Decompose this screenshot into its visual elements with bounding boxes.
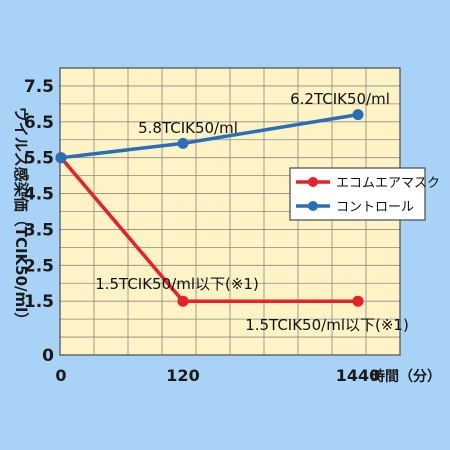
legend-swatch-marker — [308, 201, 318, 211]
legend-label: エコムエアマスク — [336, 176, 440, 191]
y-axis-label: ウイルス感染価（TCIK50/ml） — [12, 107, 30, 328]
y-tick-label: 4.5 — [24, 185, 54, 205]
data-point — [352, 295, 364, 307]
data-label: 1.5TCIK50/ml以下(※1) — [95, 275, 259, 293]
x-tick-label: 1440 — [336, 366, 381, 385]
y-tick-label: 0 — [42, 346, 54, 366]
data-label: 6.2TCIK50/ml — [290, 90, 390, 108]
legend-label: コントロール — [336, 200, 414, 215]
y-tick-label: 6.5 — [24, 113, 54, 133]
y-tick-label: 7.5 — [24, 77, 54, 97]
legend-box — [289, 167, 426, 221]
y-tick-label: 2.5 — [24, 256, 54, 276]
legend-swatch-marker — [308, 177, 318, 187]
x-tick-label: 0 — [55, 366, 66, 385]
data-label: 1.5TCIK50/ml以下(※1) — [245, 316, 409, 334]
data-label: 5.8TCIK50/ml — [138, 119, 238, 137]
data-point — [55, 152, 67, 164]
x-axis-label: 時間（分） — [371, 368, 441, 385]
data-point — [177, 137, 189, 149]
data-point — [177, 295, 189, 307]
y-tick-label: 5.5 — [24, 149, 54, 169]
y-tick-label: 1.5 — [24, 292, 54, 312]
data-point — [352, 109, 364, 121]
y-tick-label: 3.5 — [24, 220, 54, 240]
x-tick-label: 120 — [166, 366, 199, 385]
